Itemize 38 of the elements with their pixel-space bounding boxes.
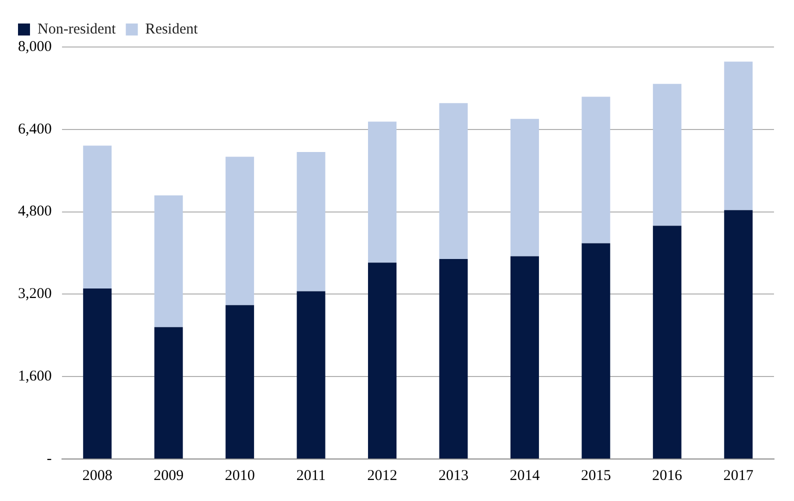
bar xyxy=(510,256,539,458)
x-tick-label: 2015 xyxy=(580,468,611,484)
bar xyxy=(83,288,112,458)
x-tick-label: 2013 xyxy=(438,468,468,484)
y-tick-label: 6,400 xyxy=(18,121,52,138)
bar xyxy=(724,62,753,210)
x-tick-label: 2014 xyxy=(510,468,540,484)
x-tick-label: 2010 xyxy=(224,468,255,484)
y-tick-label: 3,200 xyxy=(18,286,52,302)
bar xyxy=(652,84,682,226)
legend-label: Non-resident xyxy=(38,21,117,38)
bar xyxy=(226,305,254,458)
bar xyxy=(154,195,183,328)
y-tick-label: 8,000 xyxy=(18,38,52,55)
bar xyxy=(724,210,753,458)
bar xyxy=(510,118,539,256)
bar xyxy=(296,291,326,458)
bar xyxy=(296,152,326,292)
y-tick-label: 4,800 xyxy=(18,204,52,220)
legend-label: Resident xyxy=(145,21,199,38)
x-tick-label: 2009 xyxy=(154,468,184,484)
bar xyxy=(652,226,682,458)
bar xyxy=(226,156,254,306)
y-tick-label: - xyxy=(46,450,52,467)
x-tick-label: 2011 xyxy=(296,468,326,484)
x-tick-label: 2017 xyxy=(723,468,754,484)
bar xyxy=(368,122,397,263)
bar xyxy=(368,262,397,458)
x-tick-label: 2016 xyxy=(652,468,683,484)
bar xyxy=(582,243,610,458)
bar xyxy=(439,103,468,259)
y-tick-label: 1,600 xyxy=(18,368,52,385)
bar xyxy=(83,146,112,288)
bar xyxy=(439,258,468,458)
bar xyxy=(154,327,183,458)
x-tick-label: 2012 xyxy=(367,468,398,484)
x-tick-label: 2008 xyxy=(82,468,112,484)
bar xyxy=(582,96,610,244)
